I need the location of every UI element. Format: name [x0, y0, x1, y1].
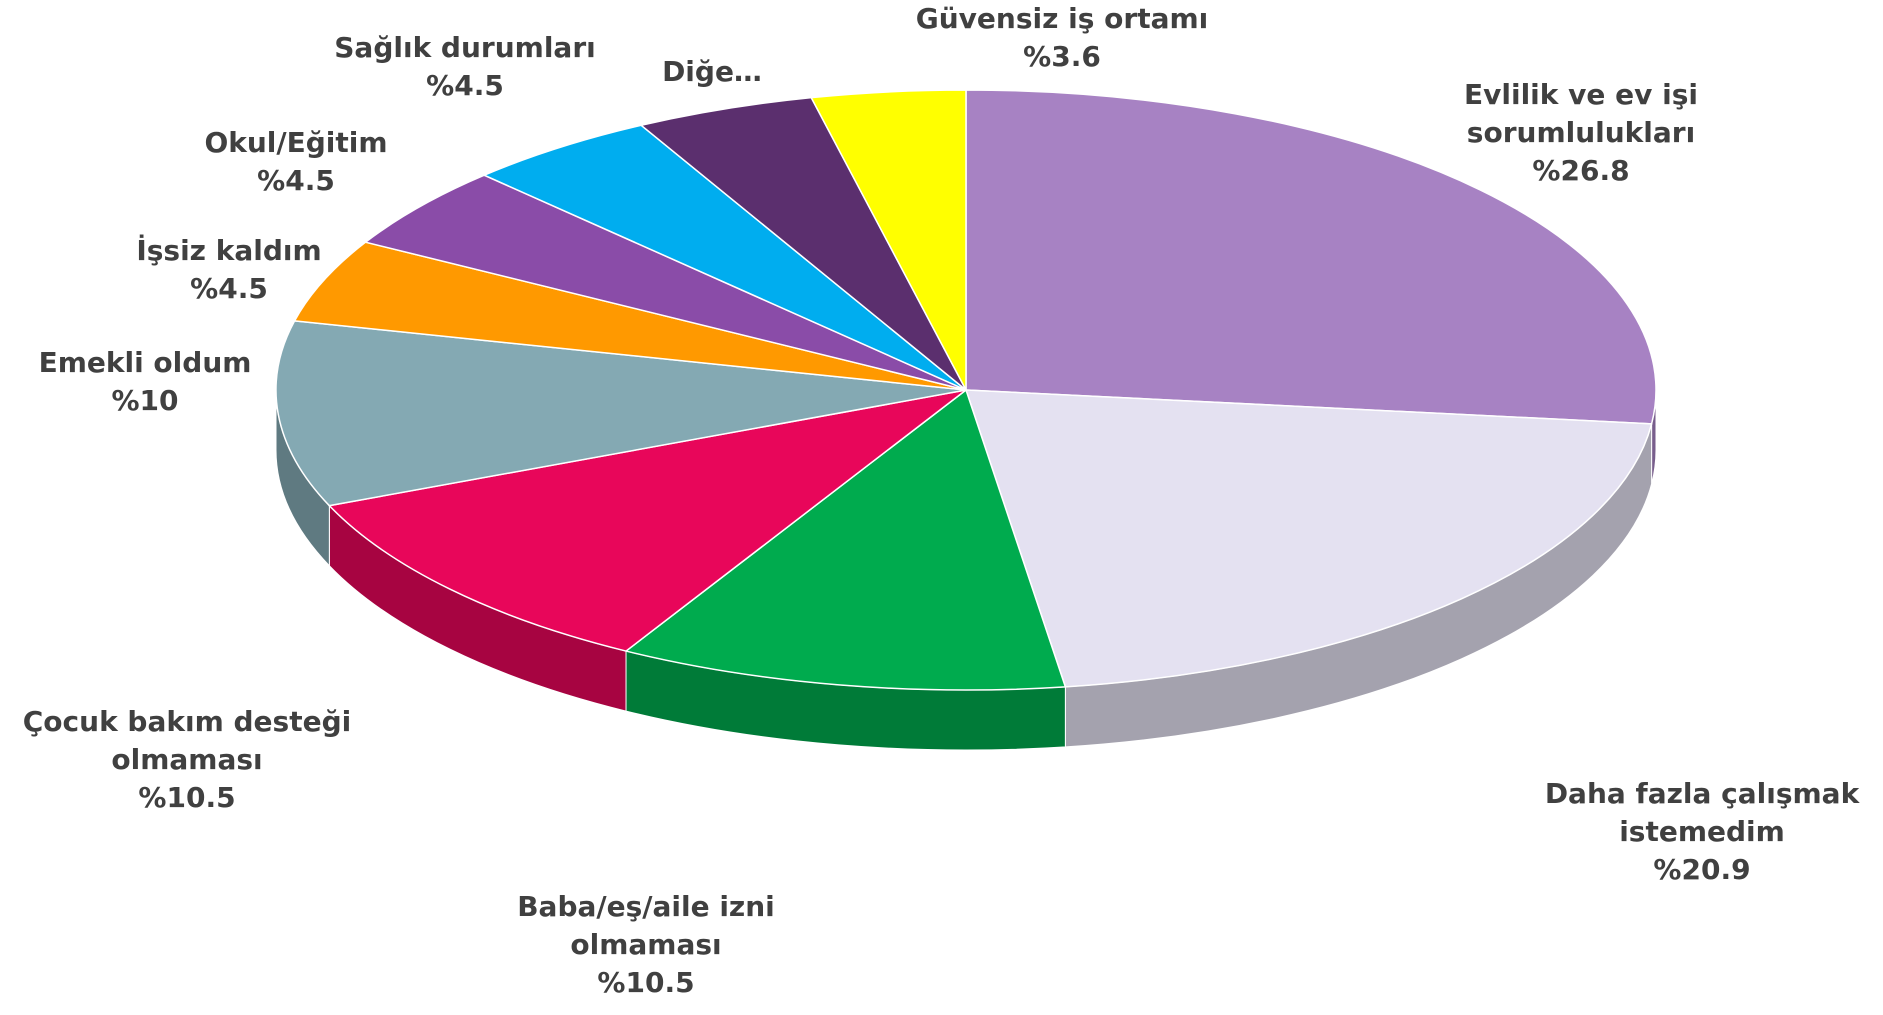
slice: [482, 124, 967, 391]
value-label: %10.5: [138, 781, 236, 814]
slice-label: Daha fazla çalışmak istemedim %20.9: [1532, 775, 1872, 889]
value-label: %26.8: [1532, 154, 1630, 187]
slice-label: Okul/Eğitim %4.5: [176, 124, 416, 200]
category-label: Okul/Eğitim: [204, 126, 388, 159]
slice-label: İşsiz kaldım %4.5: [109, 232, 349, 308]
category-label: İşsiz kaldım: [136, 234, 322, 267]
value-label: %10: [111, 384, 179, 417]
category-label: Daha fazla çalışmak istemedim: [1544, 777, 1860, 848]
slice: [624, 388, 1067, 691]
slice-label: Evlilik ve ev işi sorumlulukları %26.8: [1411, 76, 1751, 190]
slice-label: Emekli oldum %10: [15, 344, 275, 420]
slice: [639, 96, 967, 391]
value-label: %4.5: [426, 69, 504, 102]
slice: [810, 89, 967, 391]
category-label: Çocuk bakım desteği olmaması: [22, 705, 352, 776]
value-label: %4.5: [257, 164, 335, 197]
value-label: %4.5: [190, 272, 268, 305]
category-label: Emekli oldum: [38, 346, 252, 379]
slice: [293, 241, 967, 391]
slice: [363, 174, 967, 391]
slice-label: Güvensiz iş ortamı %3.6: [892, 0, 1232, 76]
category-label: Güvensiz iş ortamı: [915, 2, 1209, 35]
slice: [327, 389, 967, 652]
slice-label: Diğe…: [632, 53, 792, 91]
category-label: Sağlık durumları: [334, 31, 596, 64]
slice: [965, 89, 1657, 425]
category-label: Baba/eş/aile izni olmaması: [517, 890, 775, 961]
category-label: Evlilik ve ev işi sorumlulukları: [1464, 78, 1698, 149]
value-label: %3.6: [1023, 40, 1101, 73]
slice-label: Sağlık durumları %4.5: [315, 29, 615, 105]
slice: [964, 389, 1653, 688]
slice: [275, 320, 967, 507]
slice-label: Çocuk bakım desteği olmaması %10.5: [7, 703, 367, 817]
slice-label: Baba/eş/aile izni olmaması %10.5: [496, 888, 796, 1002]
category-label: Diğe…: [662, 55, 762, 88]
value-label: %10.5: [597, 966, 695, 999]
value-label: %20.9: [1653, 853, 1751, 886]
